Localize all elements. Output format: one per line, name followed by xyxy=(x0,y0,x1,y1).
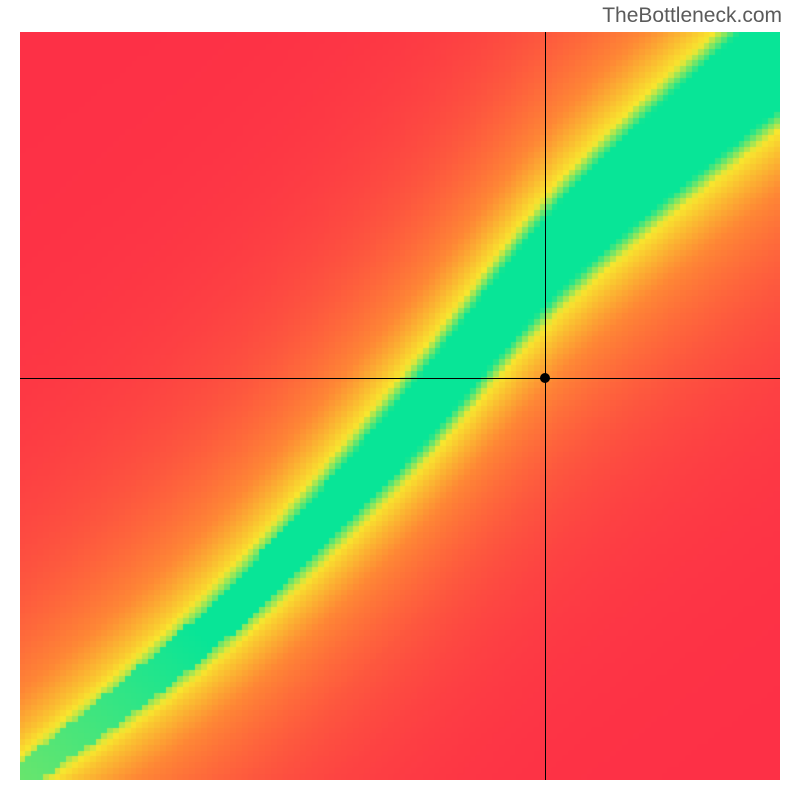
marker-dot xyxy=(540,373,550,383)
heatmap-canvas xyxy=(20,32,780,780)
chart-container: TheBottleneck.com xyxy=(0,0,800,800)
crosshair-vertical xyxy=(545,32,546,780)
watermark-text: TheBottleneck.com xyxy=(602,4,782,28)
chart-area xyxy=(20,32,780,780)
crosshair-horizontal xyxy=(20,378,780,379)
